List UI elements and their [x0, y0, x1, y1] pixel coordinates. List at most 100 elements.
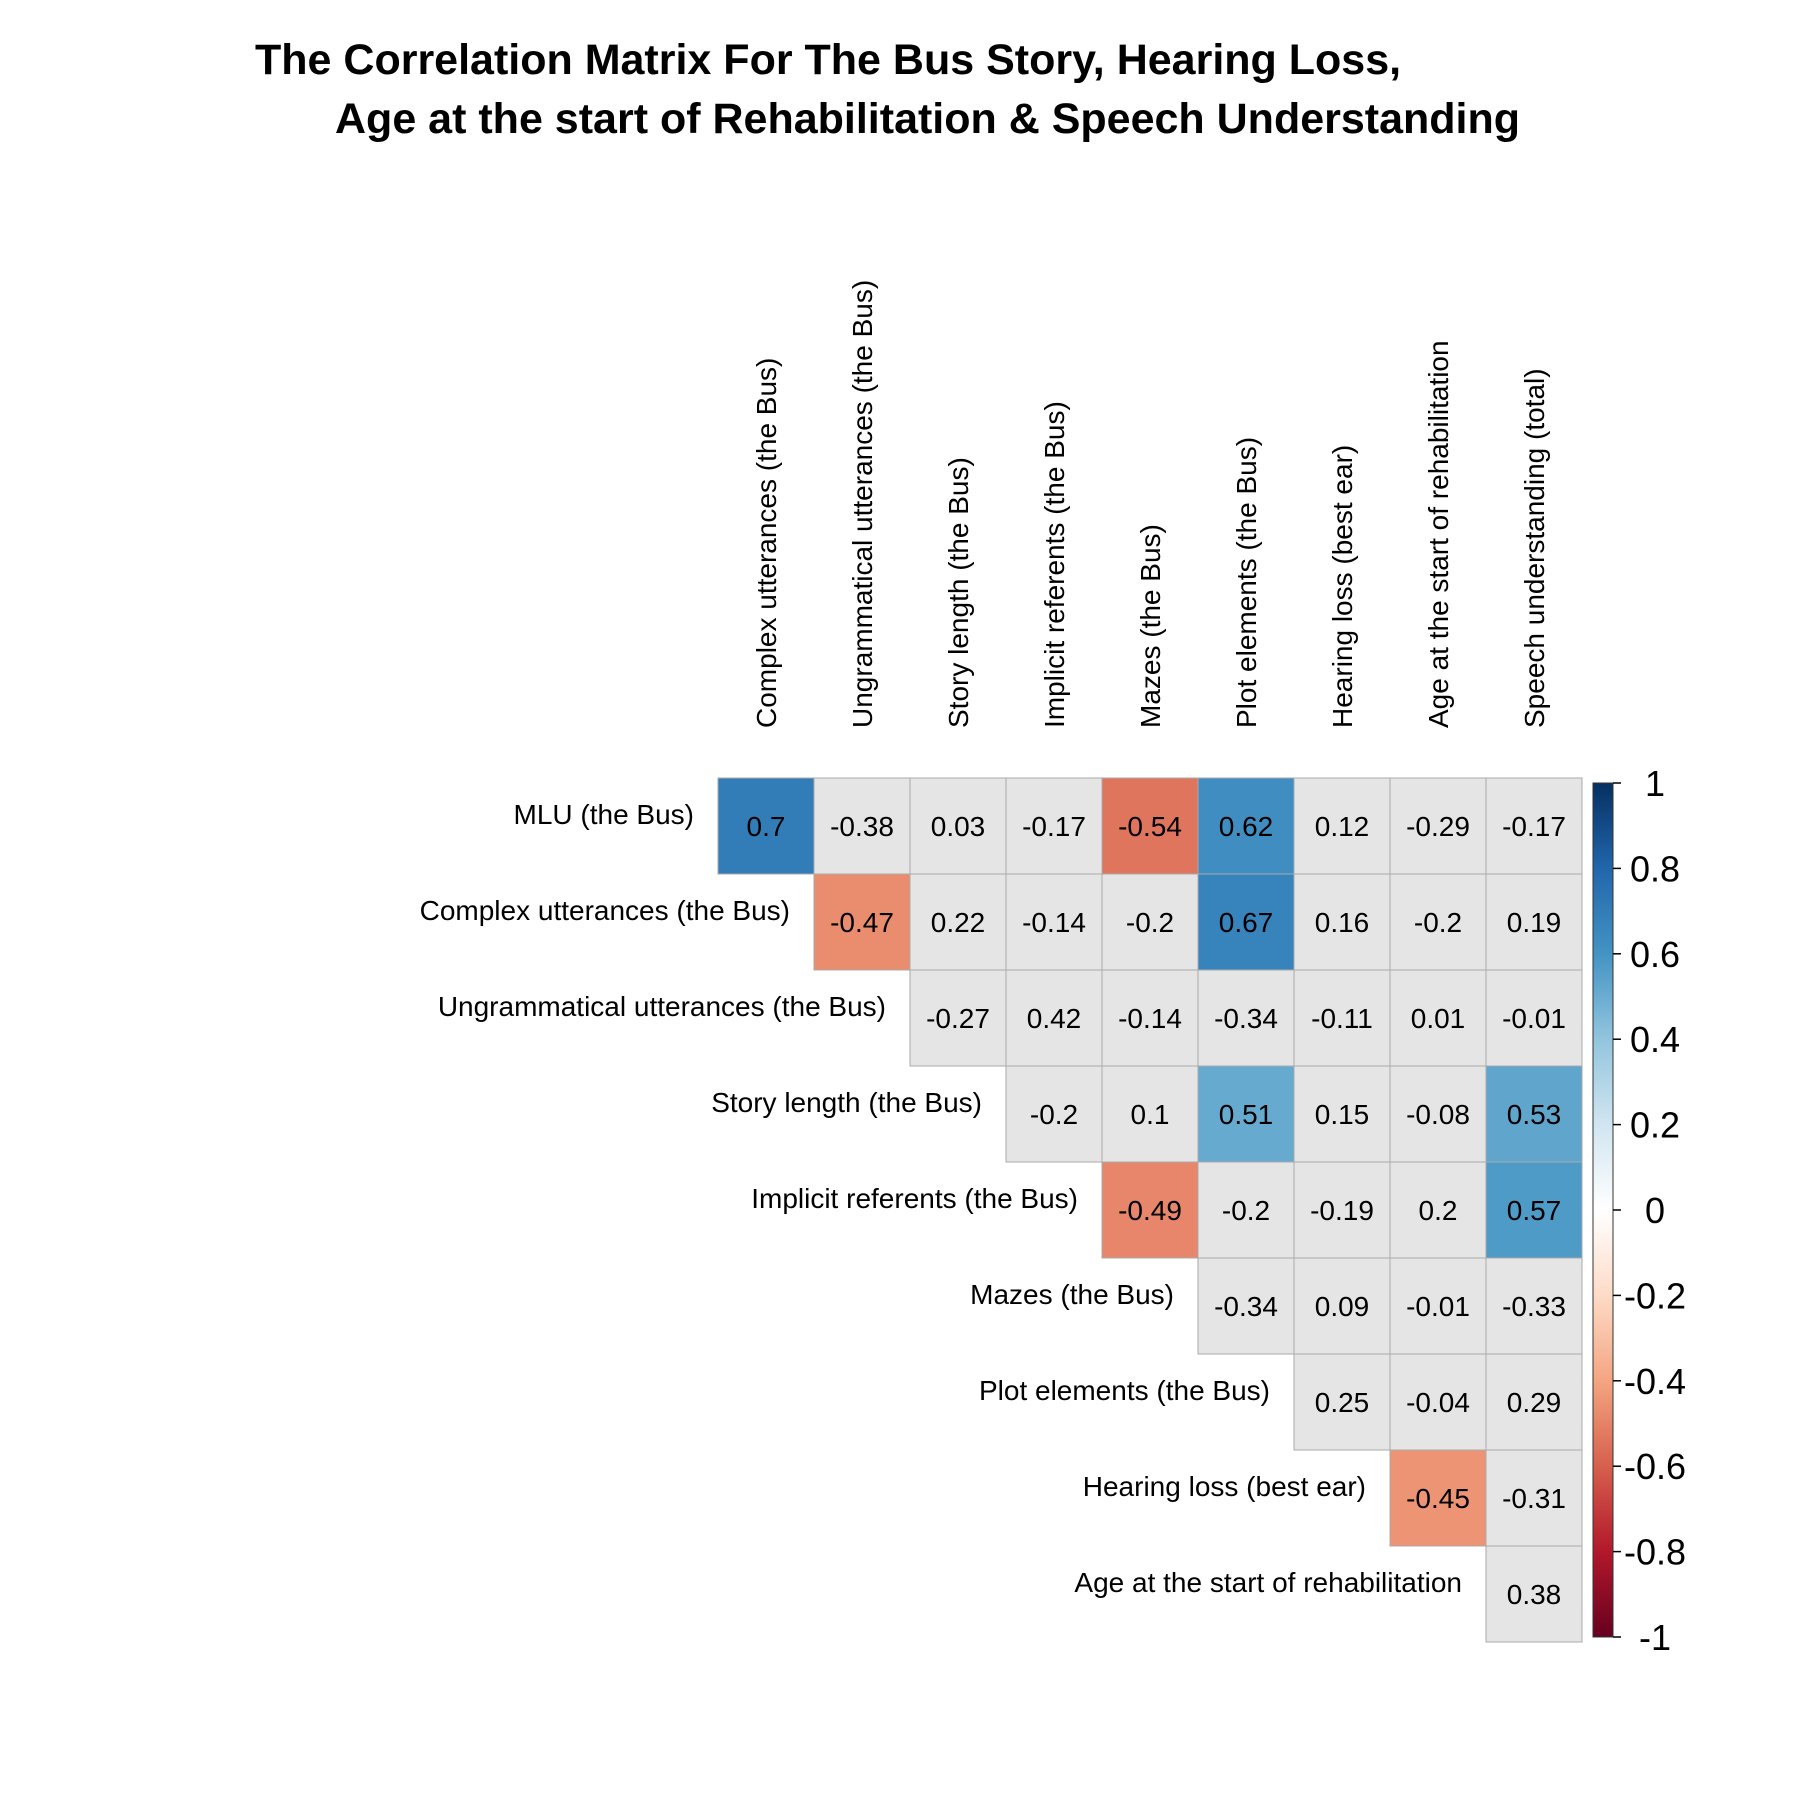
- row-label-complex-utterances-the-bus: Complex utterances (the Bus): [420, 895, 790, 926]
- cell-value-label: 0.2: [1419, 1195, 1458, 1226]
- cell-value-label: 0.1: [1131, 1099, 1170, 1130]
- cell-value-label: -0.34: [1214, 1003, 1278, 1034]
- heatmap-cell: [1101, 777, 1199, 875]
- heatmap-cell: [1389, 873, 1487, 971]
- legend-tick-label: 0.8: [1630, 848, 1680, 889]
- cell-value-label: 0.03: [931, 811, 986, 842]
- heatmap-cell: [813, 777, 911, 875]
- heatmap-cell: [1293, 1353, 1391, 1451]
- heatmap-cell: [1485, 873, 1583, 971]
- heatmap-cell: [1197, 1257, 1295, 1355]
- cell-value-label: -0.14: [1022, 907, 1086, 938]
- column-label-age-at-the-start-of-rehabilitation: Age at the start of rehabilitation: [1423, 340, 1454, 728]
- color-legend-bar: [1592, 782, 1614, 1638]
- cell-value-label: 0.16: [1315, 907, 1370, 938]
- heatmap-cells: 0.7 -0.38 0.03 -0.17 -0.54 0.62 0.12 -0.29 -0.17…: [717, 777, 1583, 1643]
- cell-value-label: 0.01: [1411, 1003, 1466, 1034]
- heatmap-cell: [1293, 1257, 1391, 1355]
- cell-value-label: 0.42: [1027, 1003, 1082, 1034]
- row-label-mazes-the-bus: Mazes (the Bus): [970, 1279, 1174, 1310]
- cell-value-label: -0.33: [1502, 1291, 1566, 1322]
- row-label-mlu-the-bus: MLU (the Bus): [514, 799, 695, 830]
- cell-value-label: -0.14: [1118, 1003, 1182, 1034]
- row-label-plot-elements-the-bus: Plot elements (the Bus): [979, 1375, 1270, 1406]
- row-label-implicit-referents-the-bus: Implicit referents (the Bus): [751, 1183, 1078, 1214]
- cell-value-label: 0.19: [1507, 907, 1562, 938]
- column-label-speech-understanding-total: Speech understanding (total): [1519, 368, 1550, 728]
- color-legend-ticks: 1 0.8 0.6 0.4 0.2 0 -0.2 -0.4 -0.6 -0.8 -1: [1613, 763, 1686, 1658]
- cell-value-label: 0.22: [931, 907, 986, 938]
- cell-value-label: 0.51: [1219, 1099, 1274, 1130]
- color-legend: 1 0.8 0.6 0.4 0.2 0 -0.2 -0.4 -0.6 -0.8 -1: [1592, 763, 1686, 1658]
- cell-value-label: -0.2: [1126, 907, 1174, 938]
- heatmap-cell: [1485, 1065, 1583, 1163]
- legend-tick-label: -0.6: [1624, 1446, 1686, 1487]
- row-label-story-length-the-bus: Story length (the Bus): [711, 1087, 982, 1118]
- legend-tick-label: 0: [1645, 1190, 1665, 1231]
- heatmap-cell: [1293, 969, 1391, 1067]
- legend-tick-label: 0.2: [1630, 1105, 1680, 1146]
- cell-value-label: -0.31: [1502, 1483, 1566, 1514]
- cell-value-label: -0.2: [1030, 1099, 1078, 1130]
- legend-tick-label: 0.6: [1630, 934, 1680, 975]
- heatmap-cell: [1389, 1353, 1487, 1451]
- heatmap-cell: [717, 777, 815, 875]
- column-label-hearing-loss-best-ear: Hearing loss (best ear): [1327, 445, 1358, 728]
- chart-title-line-1: The Correlation Matrix For The Bus Story…: [255, 36, 1401, 84]
- heatmap-cell: [1485, 1449, 1583, 1547]
- cell-value-label: -0.01: [1502, 1003, 1566, 1034]
- heatmap-cell: [1485, 1545, 1583, 1643]
- cell-value-label: -0.27: [926, 1003, 990, 1034]
- cell-value-label: -0.08: [1406, 1099, 1470, 1130]
- heatmap-cell: [1101, 969, 1199, 1067]
- heatmap-cell: [1101, 1065, 1199, 1163]
- heatmap-cell: [1485, 969, 1583, 1067]
- cell-value-label: 0.25: [1315, 1387, 1370, 1418]
- cell-value-label: 0.53: [1507, 1099, 1562, 1130]
- cell-value-label: -0.01: [1406, 1291, 1470, 1322]
- cell-value-label: 0.62: [1219, 811, 1274, 842]
- heatmap-cell: [1101, 1161, 1199, 1259]
- cell-value-label: -0.17: [1022, 811, 1086, 842]
- heatmap-cell: [1005, 1065, 1103, 1163]
- column-labels: Complex utterances (the Bus) Ungrammatica…: [751, 280, 1550, 728]
- cell-value-label: 0.29: [1507, 1387, 1562, 1418]
- legend-tick-label: 0.4: [1630, 1019, 1680, 1060]
- cell-value-label: -0.34: [1214, 1291, 1278, 1322]
- heatmap-cell: [1389, 1065, 1487, 1163]
- cell-value-label: -0.2: [1222, 1195, 1270, 1226]
- legend-tick-label: -0.2: [1624, 1275, 1686, 1316]
- cell-value-label: 0.09: [1315, 1291, 1370, 1322]
- legend-tick-label: -1: [1639, 1617, 1671, 1658]
- cell-value-label: -0.47: [830, 907, 894, 938]
- cell-value-label: -0.54: [1118, 811, 1182, 842]
- cell-value-label: -0.29: [1406, 811, 1470, 842]
- heatmap-cell: [1197, 777, 1295, 875]
- legend-tick-label: -0.4: [1624, 1361, 1686, 1402]
- row-label-age-at-the-start-of-rehabilitation: Age at the start of rehabilitation: [1074, 1567, 1462, 1598]
- heatmap-cell: [909, 777, 1007, 875]
- column-label-implicit-referents-the-bus: Implicit referents (the Bus): [1039, 401, 1070, 728]
- heatmap-cell: [813, 873, 911, 971]
- cell-value-label: 0.38: [1507, 1579, 1562, 1610]
- cell-value-label: -0.11: [1311, 1003, 1373, 1034]
- cell-value-label: -0.04: [1406, 1387, 1470, 1418]
- legend-tick-label: -0.8: [1624, 1532, 1686, 1573]
- cell-value-label: 0.7: [747, 811, 786, 842]
- heatmap-cell: [1293, 777, 1391, 875]
- row-label-ungrammatical-utterances-the-bus: Ungrammatical utterances (the Bus): [438, 991, 886, 1022]
- heatmap-cell: [1293, 1161, 1391, 1259]
- heatmap-cell: [1389, 1161, 1487, 1259]
- chart-title-line-2: Age at the start of Rehabilitation & Spe…: [335, 95, 1520, 143]
- cell-value-label: -0.2: [1414, 907, 1462, 938]
- column-label-plot-elements-the-bus: Plot elements (the Bus): [1231, 437, 1262, 728]
- legend-tick-label: 1: [1645, 763, 1665, 804]
- heatmap-cell: [1293, 1065, 1391, 1163]
- heatmap-cell: [1005, 873, 1103, 971]
- cell-value-label: 0.57: [1507, 1195, 1562, 1226]
- cell-value-label: -0.19: [1310, 1195, 1374, 1226]
- heatmap-cell: [909, 969, 1007, 1067]
- column-label-ungrammatical-utterances-the-bus: Ungrammatical utterances (the Bus): [847, 280, 878, 728]
- cell-value-label: 0.15: [1315, 1099, 1370, 1130]
